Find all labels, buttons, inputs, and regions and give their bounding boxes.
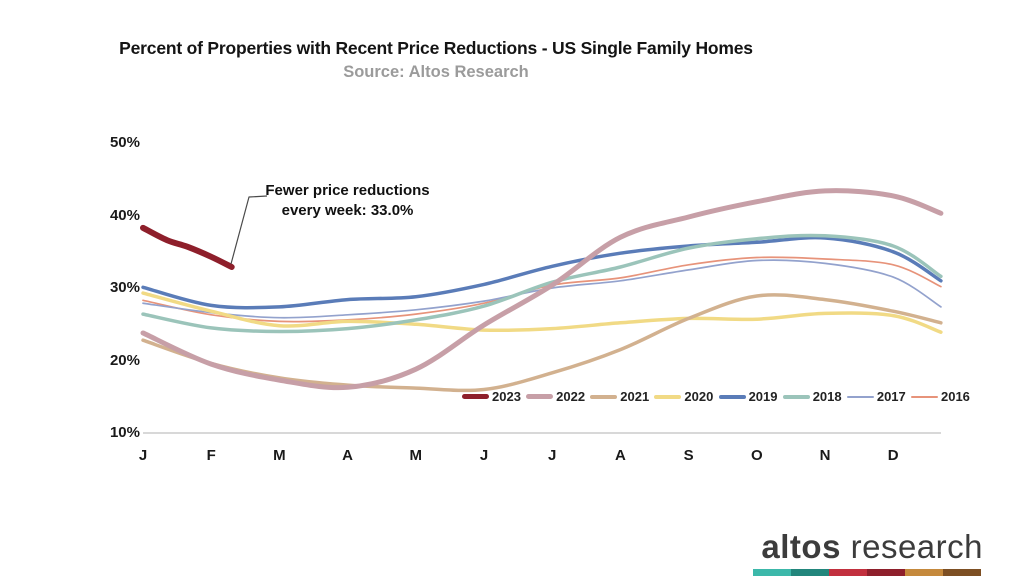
legend-swatch-2020 (654, 394, 682, 399)
y-tick-label-30: 30% (109, 279, 140, 296)
altos-research-logo: altos research (753, 528, 983, 576)
annotation-line-2: every week: 33.0% (281, 201, 414, 219)
logo-bar-segment-5 (905, 569, 943, 576)
logo-bar-segment-6 (943, 569, 981, 576)
legend-label-2023: 2023 (492, 389, 521, 404)
x-tick-label-3-A: A (342, 447, 354, 464)
legend-item-2022: 2022 (526, 389, 585, 404)
legend-item-2023: 2023 (462, 389, 521, 404)
series-line-2019 (141, 235, 943, 310)
logo-bar-segment-2 (791, 569, 829, 576)
legend-label-2022: 2022 (556, 389, 586, 404)
legend-swatch-2023 (462, 394, 489, 399)
y-tick-label-40: 40% (109, 206, 140, 224)
legend-label-2017: 2017 (876, 389, 906, 404)
legend-item-2021: 2021 (590, 389, 649, 404)
legend-item-2019: 2019 (718, 389, 778, 404)
title-block: Percent of Properties with Recent Price … (60, 38, 812, 82)
legend-swatch-2019 (718, 394, 746, 399)
legend-label-2016: 2016 (940, 389, 970, 404)
series-line-2023 (140, 224, 235, 270)
x-tick-label-1-F: F (206, 447, 216, 464)
y-tick-label-50: 50% (109, 134, 140, 151)
x-tick-label-2-M: M (273, 447, 286, 464)
legend-item-2020: 2020 (654, 389, 713, 404)
logo-word-research: research (850, 528, 983, 565)
x-tick-label-8-S: S (683, 447, 694, 464)
legend-item-2016: 2016 (910, 389, 970, 404)
chart-legend: 2023 2022 2021 2020 2019 2018 2017 2016 (462, 389, 970, 404)
x-tick-label-10-N: N (819, 447, 831, 464)
legend-swatch-2017 (846, 395, 874, 398)
legend-swatch-2021 (590, 394, 618, 399)
logo-wordmark: altos research (753, 528, 983, 566)
x-tick-label-9-O: O (750, 447, 763, 464)
annotation-callout-line (230, 195, 268, 265)
x-tick-label-5-J: J (479, 447, 489, 464)
logo-bar-segment-4 (867, 569, 905, 576)
legend-swatch-2016 (910, 395, 938, 398)
annotation-line-1: Fewer price reductions (265, 182, 430, 199)
series-line-2022 (140, 188, 944, 391)
y-tick-label-20: 20% (109, 351, 140, 369)
chart-subtitle: Source: Altos Research (343, 63, 529, 81)
x-tick-label-11-D: D (887, 447, 899, 464)
legend-swatch-2022 (526, 394, 554, 399)
x-tick-label-0-J: J (138, 447, 148, 464)
legend-swatch-2018 (782, 394, 810, 399)
x-tick-label-7-A: A (614, 447, 626, 464)
legend-label-2020: 2020 (684, 389, 714, 404)
logo-bar-segment-1 (753, 569, 791, 576)
legend-label-2021: 2021 (620, 389, 650, 404)
logo-word-altos: altos (761, 528, 841, 565)
logo-color-bar (753, 569, 981, 576)
x-tick-label-6-J: J (548, 447, 557, 464)
legend-item-2017: 2017 (846, 389, 906, 404)
x-tick-label-4-M: M (409, 447, 423, 464)
y-tick-label-10: 10% (109, 424, 140, 441)
chart-title: Percent of Properties with Recent Price … (119, 38, 753, 58)
legend-label-2018: 2018 (812, 389, 842, 404)
legend-label-2019: 2019 (748, 389, 778, 404)
annotation-callout-text: Fewer price reductions every week: 33.0% (250, 181, 445, 220)
legend-item-2018: 2018 (782, 389, 842, 404)
logo-bar-segment-3 (829, 569, 867, 576)
series-line-2020 (141, 291, 943, 334)
